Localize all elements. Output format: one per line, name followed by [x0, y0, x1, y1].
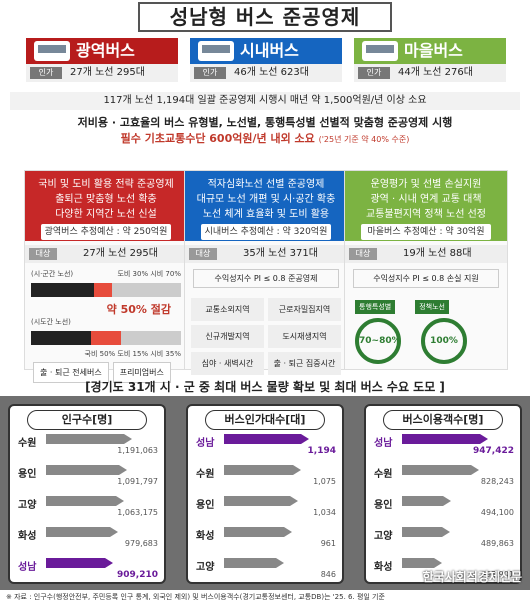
region-name: 수원 [374, 469, 393, 480]
stat-bar [46, 434, 133, 444]
category-city: 시내버스 인가 46개 노선 623대 [190, 38, 342, 82]
stat-row: 수원 828,243 [366, 461, 520, 492]
region-name: 용인 [196, 500, 215, 511]
bus-icon [34, 41, 70, 61]
stat-row: 성남 909,210 [10, 554, 164, 585]
stat-bar [224, 465, 301, 475]
stat-row: 화성 979,683 [10, 523, 164, 554]
funding-bar-1 [31, 283, 181, 297]
stat-row: 용인 494,100 [366, 492, 520, 523]
stat-bar [402, 496, 451, 506]
region-name: 용인 [18, 469, 37, 480]
box-title: 인구수[명] [27, 410, 147, 430]
stat-row: 용인 1,091,797 [10, 461, 164, 492]
box-bus-count: 버스인가대수[대] 성남 1,194 수원 1,075 용인 1,034 화성 961 고양 846 [186, 404, 344, 584]
watermark: 한국사회적경제신문 [422, 570, 522, 584]
region-name: 화성 [374, 562, 393, 573]
region-name: 고양 [18, 500, 37, 511]
stat-value: 1,191,063 [117, 446, 158, 455]
stat-value: 979,683 [124, 539, 158, 548]
box-ridership: 버스이용객수[명] 성남 947,422 수원 828,243 용인 494,100 고양 48… [364, 404, 522, 584]
panel-city: 적자심화노선 선별 준공영제 대규모 노선 개편 및 시·공간 확충 노선 체계… [184, 170, 348, 375]
stat-bar [224, 558, 284, 568]
stat-value: 1,091,797 [117, 477, 158, 486]
box-title: 버스인가대수[대] [205, 410, 325, 430]
region-name: 수원 [196, 469, 215, 480]
bus-icon [362, 41, 398, 61]
stat-bar [224, 434, 309, 444]
stat-value: 393,901 [480, 570, 514, 579]
stat-value: 909,210 [117, 570, 158, 580]
region-name: 고양 [196, 562, 215, 573]
category-intercity: 광역버스 인가 27개 노선 295대 [26, 38, 178, 82]
stats-area: 인구수[명] 수원 1,191,063 용인 1,091,797 고양 1,063,175 화… [0, 396, 530, 590]
funding-bar-2 [31, 331, 181, 345]
box-title: 버스이용객수[명] [383, 410, 503, 430]
stat-value: 961 [320, 539, 336, 548]
stat-row: 고양 489,863 [366, 523, 520, 554]
stat-row: 고양 846 [188, 554, 342, 585]
stat-row: 성남 947,422 [366, 430, 520, 461]
stat-value: 846 [320, 570, 336, 579]
panel-village: 운영평가 및 선별 손실지원 광역 · 시내 연계 교통 대책 교통불편지역 정… [344, 170, 508, 370]
region-name: 용인 [374, 500, 393, 511]
stat-bar [46, 527, 119, 537]
stat-value: 828,243 [480, 477, 514, 486]
region-name: 성남 [196, 438, 215, 449]
policy-budget: 필수 기초교통수단 600억원/년 내외 소요 ('25년 기준 약 40% 수… [120, 132, 410, 145]
stat-bar [46, 558, 113, 568]
policy-text: 저비용 · 고효율의 버스 유형별, 노선별, 통행특성별 선별적 맞춤형 준공… [77, 116, 453, 129]
stat-bar [224, 527, 293, 537]
region-name: 성남 [18, 562, 37, 573]
stat-bar [46, 496, 124, 506]
region-name: 성남 [374, 438, 393, 449]
stat-row: 고양 1,063,175 [10, 492, 164, 523]
stat-bar [402, 558, 443, 568]
panel-intercity: 국비 및 도비 활용 전략 준공영제 출퇴근 맞춤형 노선 확충 다양한 지역간… [24, 170, 188, 383]
region-name: 화성 [196, 531, 215, 542]
section-title: [경기도 31개 시 · 군 중 최대 버스 물량 확보 및 최대 버스 수요 … [85, 380, 445, 394]
box-population: 인구수[명] 수원 1,191,063 용인 1,091,797 고양 1,063,175 화… [8, 404, 166, 584]
region-name: 고양 [374, 531, 393, 542]
stat-value: 1,063,175 [117, 508, 158, 517]
footer-note: ※ 자료 : 인구수(행정안전부, 주민등록 인구 통계, 외국인 제외) 및 … [6, 593, 385, 601]
page-title: 성남형 버스 준공영제 [138, 2, 392, 32]
stat-row: 성남 1,194 [188, 430, 342, 461]
region-name: 화성 [18, 531, 37, 542]
stat-bar [402, 434, 489, 444]
stat-row: 용인 1,034 [188, 492, 342, 523]
stat-value: 1,075 [313, 477, 336, 486]
stat-value: 489,863 [480, 539, 514, 548]
stat-bar [402, 527, 450, 537]
stat-value: 1,034 [313, 508, 336, 517]
stat-bar [224, 496, 298, 506]
region-name: 수원 [18, 438, 37, 449]
stat-bar [46, 465, 127, 475]
stat-row: 화성 961 [188, 523, 342, 554]
category-village: 마을버스 인가 44개 노선 276대 [354, 38, 506, 82]
bus-icon [198, 41, 234, 61]
stat-row: 화성 393,901 [366, 554, 520, 585]
stat-value: 494,100 [480, 508, 514, 517]
summary-text: 117개 노선 1,194대 일괄 준공영제 시행시 매년 약 1,500억원/… [10, 92, 520, 110]
stat-row: 수원 1,191,063 [10, 430, 164, 461]
stat-value: 947,422 [473, 446, 514, 456]
stat-bar [402, 465, 479, 475]
stat-row: 수원 1,075 [188, 461, 342, 492]
stat-value: 1,194 [307, 446, 336, 456]
